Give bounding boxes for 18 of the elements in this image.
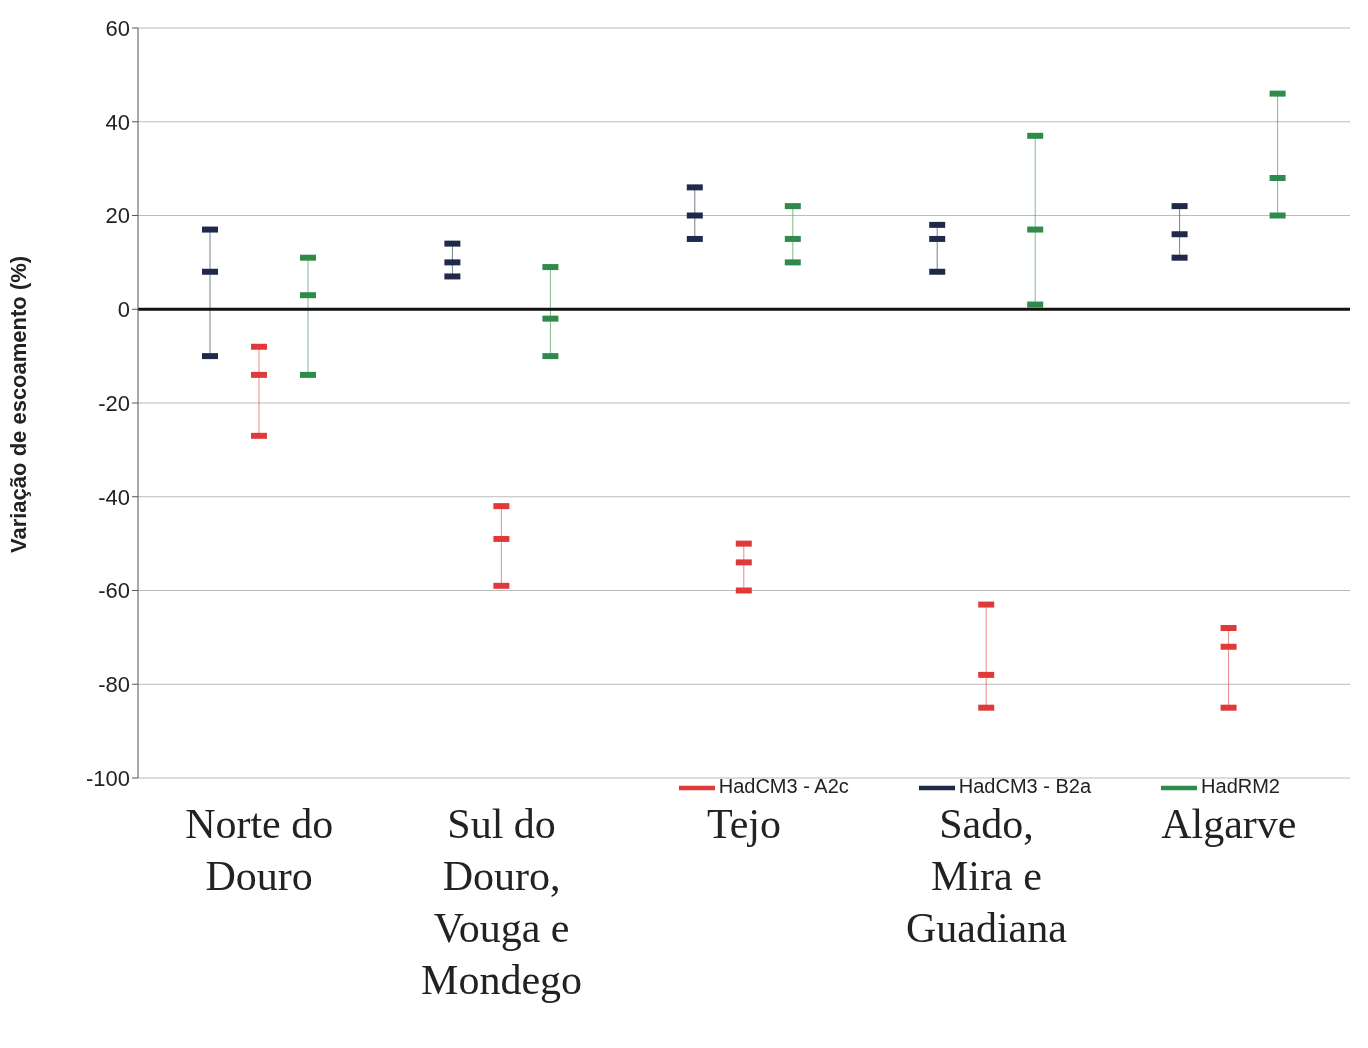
y-tick-label: -40 <box>98 484 130 510</box>
y-tick-label: 0 <box>117 297 130 323</box>
x-tick-label: Sul do Douro, Vouga e Mondego <box>421 801 583 1003</box>
y-tick-label: 20 <box>105 203 130 229</box>
y-tick-label: 60 <box>105 15 130 41</box>
y-tick-label: 40 <box>105 109 130 135</box>
legend-label: HadCM3 - A2c <box>718 775 849 798</box>
x-tick-label: Norte do Douro <box>185 801 334 899</box>
y-tick-label: -100 <box>85 765 130 791</box>
y-tick-label: -60 <box>98 578 130 604</box>
x-tick-label: Tejo <box>706 801 782 847</box>
y-tick-label: -80 <box>98 672 130 698</box>
legend-label: HadRM2 <box>1201 775 1280 798</box>
x-tick-label: Algarve <box>1161 801 1297 847</box>
y-axis-title: Variação de escoamento (%) <box>5 255 31 553</box>
x-tick-label: Sado, Mira e Guadiana <box>905 801 1068 951</box>
y-tick-label: -20 <box>98 390 130 416</box>
legend-label: HadCM3 - B2a <box>958 775 1092 798</box>
